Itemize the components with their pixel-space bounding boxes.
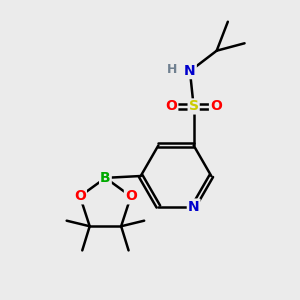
Text: N: N xyxy=(184,64,196,78)
Text: O: O xyxy=(74,189,86,203)
Text: B: B xyxy=(100,171,111,185)
Text: O: O xyxy=(125,189,137,203)
Text: O: O xyxy=(165,99,177,113)
Text: O: O xyxy=(210,99,222,113)
Text: H: H xyxy=(167,63,177,76)
Text: S: S xyxy=(189,99,199,113)
Text: N: N xyxy=(188,200,200,214)
